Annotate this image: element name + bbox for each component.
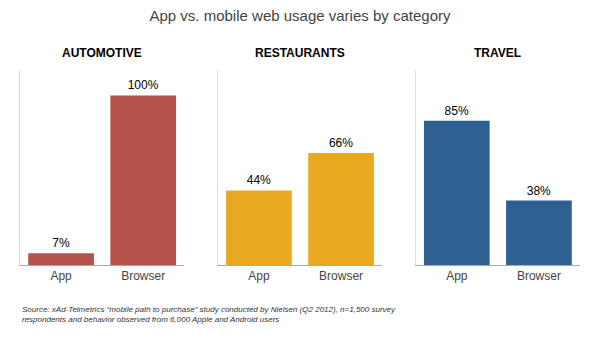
svg-text:TRAVEL: TRAVEL <box>474 46 521 60</box>
svg-text:Browser: Browser <box>121 269 165 283</box>
svg-text:7%: 7% <box>52 236 70 250</box>
svg-text:66%: 66% <box>329 136 353 150</box>
svg-text:App: App <box>50 269 72 283</box>
svg-text:RESTAURANTS: RESTAURANTS <box>255 46 345 60</box>
svg-text:Browser: Browser <box>517 269 561 283</box>
svg-text:App vs. mobile web usage varie: App vs. mobile web usage varies by categ… <box>150 7 451 24</box>
svg-text:App: App <box>446 269 468 283</box>
svg-text:Source: xAd-Telmetrics “mobile: Source: xAd-Telmetrics “mobile path to p… <box>22 305 396 324</box>
svg-text:Browser: Browser <box>319 269 363 283</box>
svg-text:App: App <box>248 269 270 283</box>
svg-text:44%: 44% <box>247 173 271 187</box>
svg-text:AUTOMOTIVE: AUTOMOTIVE <box>62 46 142 60</box>
svg-text:38%: 38% <box>527 184 551 198</box>
svg-text:100%: 100% <box>128 78 159 92</box>
svg-text:85%: 85% <box>445 104 469 118</box>
